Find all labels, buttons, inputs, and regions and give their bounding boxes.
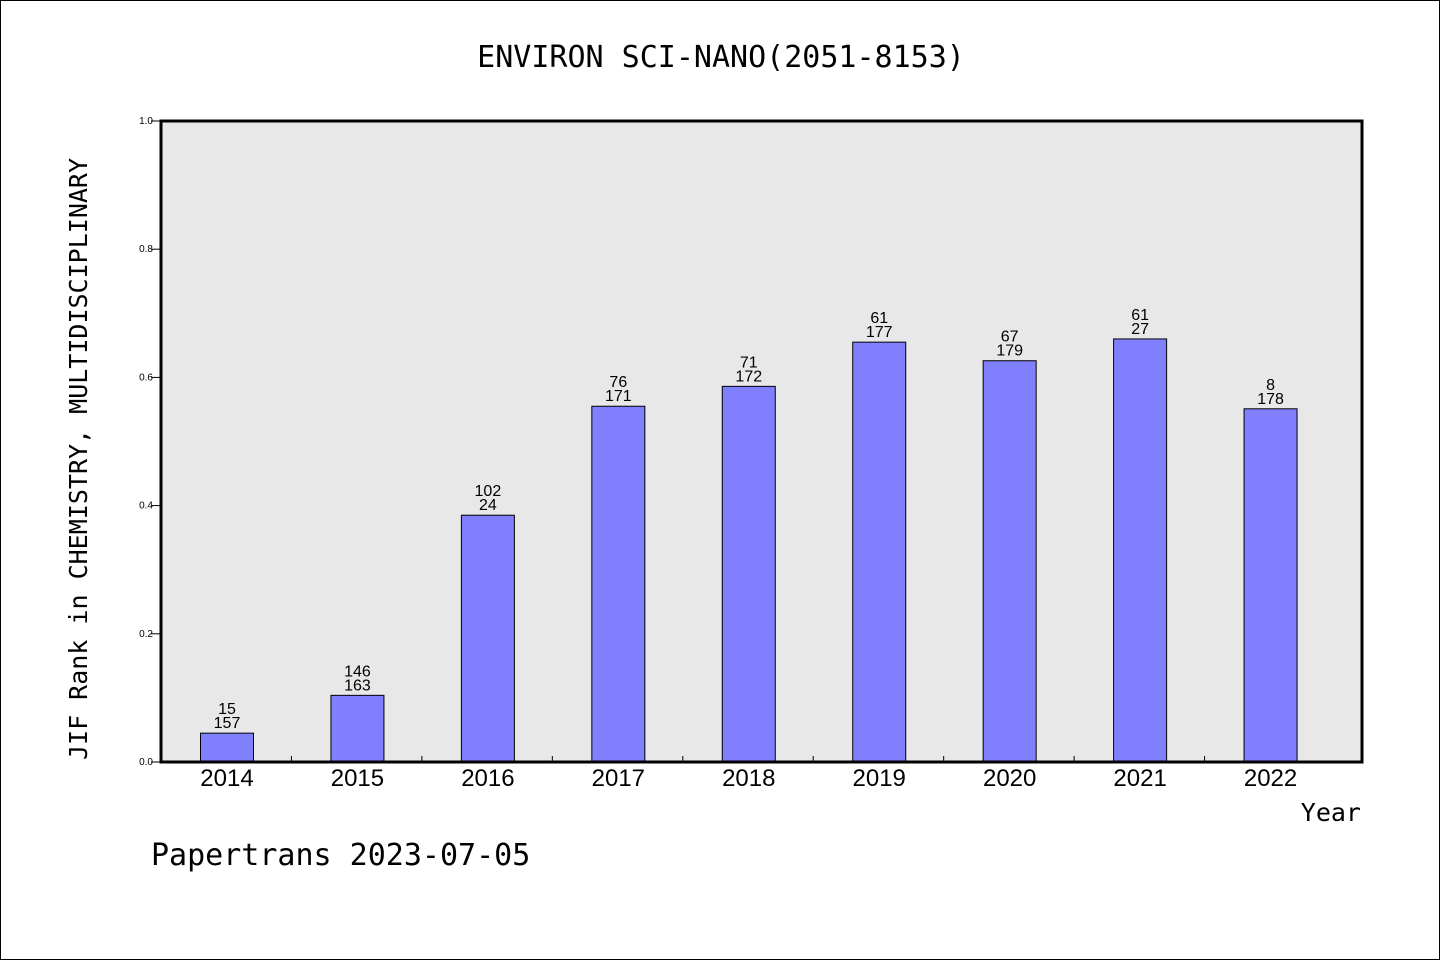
bar-2022 <box>1243 408 1298 763</box>
x-tick-label: 2016 <box>461 765 514 792</box>
y-tick-label: 0.0 <box>139 757 153 768</box>
bar-label-bottom: 178 <box>1257 391 1284 408</box>
bar-label-top: 102 <box>475 483 502 500</box>
x-tick-label: 2018 <box>722 765 775 792</box>
x-tick-label: 2022 <box>1244 765 1297 792</box>
bar-label-top: 146 <box>344 663 371 680</box>
x-tick-label: 2020 <box>983 765 1036 792</box>
bar-2015 <box>330 694 385 763</box>
bar-2017 <box>591 405 646 763</box>
y-tick-label: 0.2 <box>139 629 153 640</box>
x-tick-label: 2021 <box>1113 765 1166 792</box>
bar-2020 <box>982 360 1037 763</box>
x-tick-label: 2019 <box>853 765 906 792</box>
bar-2019 <box>852 341 907 763</box>
bar-2016 <box>460 514 515 763</box>
x-tick-label: 2015 <box>331 765 384 792</box>
bar-label-bottom: 163 <box>344 677 371 694</box>
x-tick-label: 2014 <box>200 765 253 792</box>
ticks-layer: 2014 2015 2016 2017 2018 2019 2020 2021 2022 0.0 0… <box>139 116 1297 792</box>
bar-label-bottom: 157 <box>214 715 241 732</box>
bar-label-top: 76 <box>609 374 627 391</box>
footer-text: Papertrans 2023-07-05 <box>151 838 530 873</box>
plot-border <box>159 119 1364 764</box>
y-tick-label: 0.8 <box>139 244 153 255</box>
x-tick-label: 2017 <box>592 765 645 792</box>
y-tick-label: 0.6 <box>139 372 153 383</box>
bar-label-top: 61 <box>1131 307 1149 324</box>
chart-title: ENVIRON SCI-NANO(2051-8153) <box>477 40 965 75</box>
y-tick-label: 0.4 <box>139 501 153 512</box>
bar-label-bottom: 172 <box>735 368 762 385</box>
y-axis-label: JIF Rank in CHEMISTRY, MULTIDISCIPLINARY <box>64 158 93 760</box>
bar-label-top: 15 <box>218 701 236 718</box>
bar-label-top: 67 <box>1001 329 1019 346</box>
bar-label-top: 8 <box>1266 377 1275 394</box>
bar-label-bottom: 27 <box>1131 321 1149 338</box>
x-axis-label: Year <box>1301 798 1361 827</box>
bar-label-bottom: 179 <box>996 343 1023 360</box>
bar-2018 <box>721 385 776 763</box>
bar-label-bottom: 177 <box>866 324 893 341</box>
y-tick-label: 1.0 <box>139 116 153 127</box>
bar-label-top: 61 <box>870 310 888 327</box>
bar-label-top: 71 <box>740 354 758 371</box>
bar-label-bottom: 171 <box>605 388 632 405</box>
bar-2014 <box>200 732 254 763</box>
bar-2021 <box>1113 338 1168 763</box>
bar-label-bottom: 24 <box>479 497 497 514</box>
